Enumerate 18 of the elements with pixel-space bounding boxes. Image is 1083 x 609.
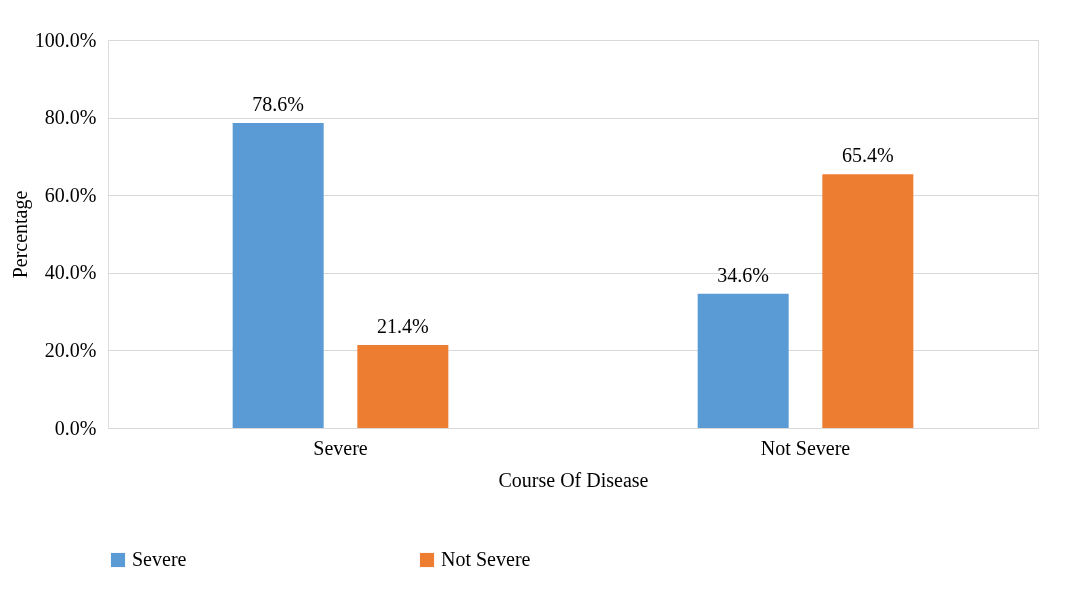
data-label: 34.6%: [717, 263, 769, 286]
bar: [822, 174, 914, 428]
data-label: 78.6%: [252, 93, 304, 116]
bar: [357, 344, 449, 428]
y-axis-title: Percentage: [8, 190, 32, 279]
legend-label: Severe: [132, 548, 187, 570]
legend-label: Not Severe: [441, 548, 531, 570]
y-tick-label: 100.0%: [34, 28, 97, 51]
data-label: 21.4%: [377, 314, 429, 337]
y-tick-label: 20.0%: [44, 338, 97, 361]
y-tick-label: 60.0%: [44, 183, 97, 206]
y-tick-label: 0.0%: [54, 416, 97, 439]
bar: [232, 123, 324, 428]
data-label: 65.4%: [842, 144, 894, 167]
y-tick-label: 80.0%: [44, 106, 97, 129]
y-tick-label: 40.0%: [44, 261, 97, 284]
x-axis-title: Course Of Disease: [498, 468, 649, 491]
bar: [697, 293, 789, 428]
